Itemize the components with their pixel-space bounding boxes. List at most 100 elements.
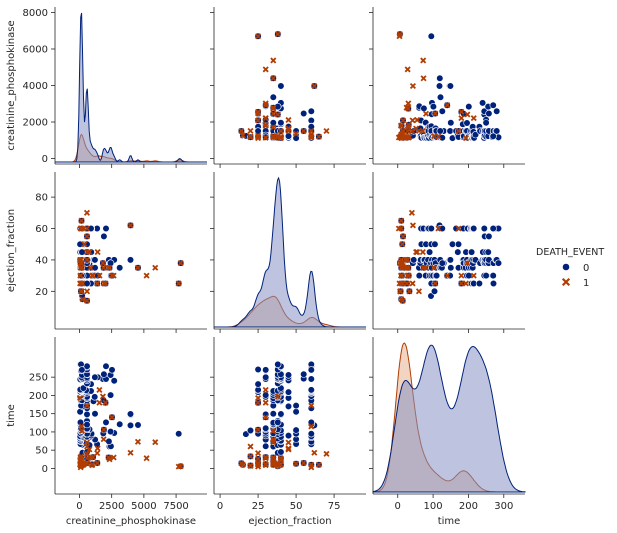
- point-death-1: [400, 127, 407, 135]
- point-death-1: [432, 110, 439, 117]
- point-death-0: [292, 402, 300, 410]
- point-death-0: [262, 442, 270, 450]
- point-death-1: [270, 427, 277, 434]
- point-death-1: [255, 461, 262, 468]
- point-death-1: [396, 33, 403, 40]
- y-axis-label-time: time: [6, 404, 17, 427]
- point-death-1: [444, 102, 451, 109]
- point-death-1: [402, 256, 409, 263]
- point-death-1: [270, 456, 277, 463]
- point-death-1: [397, 288, 404, 295]
- point-death-1: [78, 264, 86, 271]
- point-death-0: [307, 430, 315, 438]
- point-death-1: [308, 464, 315, 471]
- point-death-0: [269, 93, 277, 101]
- point-death-1: [409, 117, 416, 124]
- point-death-0: [105, 437, 113, 446]
- point-death-0: [454, 248, 462, 256]
- point-death-1: [408, 209, 415, 216]
- point-death-0: [106, 428, 115, 436]
- point-death-1: [247, 443, 254, 450]
- point-death-1: [94, 280, 101, 287]
- point-death-0: [83, 421, 91, 429]
- point-death-0: [433, 272, 441, 280]
- point-death-0: [446, 256, 455, 264]
- y-tick-label: 60: [35, 224, 48, 235]
- point-death-0: [489, 224, 497, 233]
- point-death-1: [270, 133, 277, 140]
- point-death-1: [239, 132, 246, 139]
- legend-label-0: 0: [583, 263, 589, 274]
- point-death-0: [274, 418, 282, 427]
- point-death-1: [100, 280, 107, 287]
- x-tick-label: 300: [494, 501, 513, 512]
- point-death-0: [448, 240, 457, 248]
- point-death-1: [94, 450, 101, 457]
- point-death-1: [77, 280, 84, 287]
- point-death-1: [78, 423, 85, 430]
- point-death-1: [277, 457, 284, 464]
- point-death-0: [126, 421, 135, 430]
- point-death-1: [403, 104, 410, 111]
- point-death-1: [94, 459, 101, 467]
- point-death-0: [277, 119, 285, 127]
- point-death-0: [493, 107, 501, 115]
- point-death-0: [446, 127, 454, 135]
- panel-creatinine_phosphokinase-vs-time: [369, 7, 525, 168]
- point-death-1: [83, 233, 91, 240]
- point-death-0: [427, 224, 435, 233]
- point-death-1: [398, 280, 405, 287]
- point-death-0: [79, 384, 87, 392]
- point-death-0: [78, 366, 86, 374]
- point-death-1: [435, 225, 442, 232]
- kde-creatinine_phosphokinase-death-0: [55, 12, 207, 163]
- point-death-1: [400, 233, 407, 240]
- point-death-0: [126, 256, 135, 264]
- y-tick-label: 0: [42, 464, 48, 475]
- point-death-1: [458, 280, 465, 287]
- point-death-1: [323, 127, 330, 135]
- point-death-1: [83, 256, 91, 263]
- panel-ejection_fraction-vs-creatinine_phosphokinase: 20 40 60 80 ejection_fraction: [6, 172, 207, 333]
- point-death-1: [255, 135, 262, 142]
- point-death-1: [262, 386, 269, 393]
- point-death-1: [96, 386, 103, 393]
- point-death-1: [100, 264, 107, 271]
- point-death-0: [307, 386, 315, 394]
- point-death-1: [77, 272, 84, 279]
- point-death-1: [247, 453, 254, 460]
- point-death-1: [77, 225, 84, 232]
- point-death-0: [102, 224, 110, 233]
- point-death-1: [83, 439, 91, 446]
- point-death-1: [414, 116, 421, 123]
- point-death-0: [470, 224, 478, 233]
- point-death-1: [262, 462, 269, 469]
- y-tick-label: 20: [35, 287, 48, 298]
- point-death-0: [262, 424, 270, 432]
- point-death-1: [431, 264, 438, 271]
- point-death-0: [292, 426, 300, 434]
- point-death-1: [100, 436, 107, 443]
- point-death-1: [405, 264, 412, 271]
- point-death-0: [447, 119, 455, 127]
- point-death-1: [106, 456, 113, 463]
- point-death-1: [274, 111, 281, 118]
- legend-marker-0: [562, 263, 570, 271]
- point-death-1: [405, 100, 412, 107]
- point-death-0: [475, 279, 484, 288]
- point-death-0: [485, 232, 493, 240]
- point-death-1: [78, 288, 85, 295]
- point-death-0: [307, 107, 315, 115]
- point-death-1: [420, 57, 427, 64]
- point-death-0: [100, 232, 108, 240]
- y-tick-label: 4000: [23, 81, 48, 92]
- point-death-0: [91, 410, 99, 418]
- y-tick-label: 8000: [23, 8, 48, 19]
- point-death-0: [91, 256, 99, 264]
- panel-creatinine_phosphokinase-vs-creatinine_phosphokinase: 0 2000 4000 6000 8000 creatinine_phosphokinas…: [6, 7, 207, 168]
- point-death-0: [246, 426, 255, 435]
- point-death-1: [311, 449, 318, 456]
- point-death-1: [419, 127, 426, 135]
- x-tick-label: 200: [459, 501, 478, 512]
- point-death-1: [177, 260, 184, 267]
